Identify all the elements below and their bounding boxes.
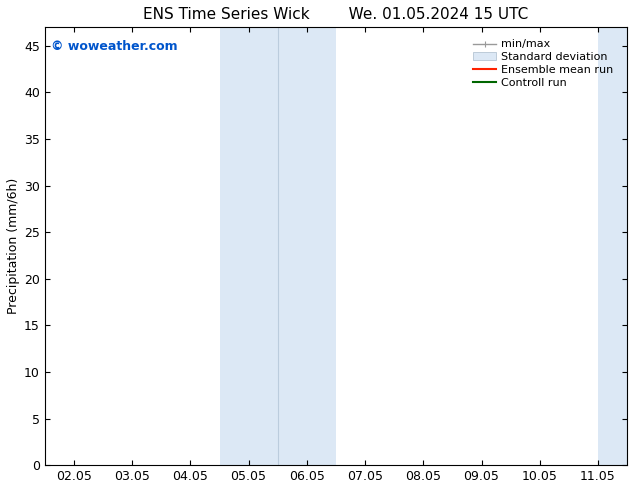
Bar [219,27,278,465]
Y-axis label: Precipitation (mm/6h): Precipitation (mm/6h) [7,178,20,315]
Legend: min/max, Standard deviation, Ensemble mean run, Controll run: min/max, Standard deviation, Ensemble me… [471,37,616,90]
Bar [278,27,336,465]
Title: ENS Time Series Wick        We. 01.05.2024 15 UTC: ENS Time Series Wick We. 01.05.2024 15 U… [143,7,529,22]
Bar [627,27,634,465]
Bar [598,27,627,465]
Text: © woweather.com: © woweather.com [51,40,178,53]
